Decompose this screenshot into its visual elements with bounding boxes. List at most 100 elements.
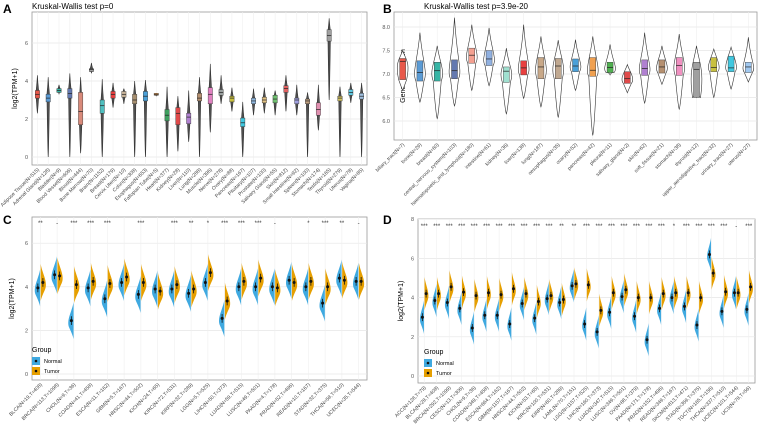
box (589, 57, 596, 77)
significance-label: *** (521, 224, 529, 230)
median-point (69, 319, 73, 323)
median-point (354, 279, 358, 283)
significance-label: *** (533, 224, 541, 230)
significance-label: *** (70, 221, 78, 227)
significance-label: - (56, 221, 58, 227)
y-tick-label: 6.0 (382, 119, 390, 125)
median-point (670, 296, 674, 300)
y-tick-label: 0 (25, 372, 28, 378)
box (416, 60, 424, 82)
median-point (732, 291, 736, 295)
significance-label: *** (255, 221, 263, 227)
box (294, 97, 300, 104)
box (197, 93, 202, 102)
median-point (711, 271, 715, 275)
median-point (136, 292, 140, 296)
median-point (175, 283, 179, 287)
y-tick-label: 6 (411, 256, 414, 262)
median-point (158, 289, 162, 293)
panel-letter-d: D (383, 213, 392, 227)
median-point (558, 301, 562, 304)
significance-label: *** (421, 224, 429, 230)
box (283, 85, 289, 93)
box (745, 62, 752, 73)
significance-label: *** (471, 224, 479, 230)
significance-label: *** (458, 224, 466, 230)
box (710, 57, 717, 72)
median-point (749, 285, 753, 289)
significance-label: * (207, 221, 210, 227)
legend-label: Tumor (436, 371, 452, 377)
median-point (686, 291, 690, 295)
legend-point (34, 369, 38, 373)
y-tick-label: 6 (25, 241, 28, 247)
median-point (520, 301, 524, 305)
significance-label: ** (189, 221, 194, 227)
median-point (574, 282, 578, 286)
median-point (724, 290, 728, 294)
y-tick-label: 0 (411, 374, 414, 380)
median-point (120, 280, 124, 284)
y-tick-label: 8 (411, 217, 414, 223)
median-point (699, 296, 703, 300)
panel-b: 6.06.57.07.58.0biliary_tract(N=7)bone(N=… (375, 11, 758, 207)
y-tick-label: 8.0 (382, 25, 390, 31)
plot-area (31, 216, 368, 381)
median-point (125, 275, 129, 279)
box (78, 92, 84, 125)
median-point (337, 276, 341, 280)
significance-label: *** (104, 221, 112, 227)
median-point (433, 299, 437, 303)
median-point (103, 297, 107, 301)
median-point (736, 291, 740, 295)
y-tick-label: 4 (25, 285, 28, 291)
median-point (549, 294, 553, 298)
median-point (254, 285, 258, 289)
median-point (674, 291, 678, 295)
legend: Group Normal Tumor (32, 347, 62, 375)
y-tick-label: 7.0 (382, 72, 390, 78)
median-point (237, 285, 241, 289)
significance-label: *** (322, 221, 330, 227)
median-point (242, 279, 246, 283)
median-point (36, 286, 40, 290)
median-point (658, 306, 662, 310)
significance-label: ** (559, 224, 564, 230)
significance-label: - (735, 224, 737, 230)
box (175, 107, 181, 125)
significance-label: *** (683, 224, 691, 230)
median-point (608, 310, 612, 314)
significance-label: *** (87, 221, 95, 227)
significance-label: *** (745, 224, 753, 230)
median-point (611, 291, 615, 295)
median-point (536, 300, 540, 304)
y-tick-label: 4 (25, 79, 28, 85)
significance-label: *** (658, 224, 666, 230)
significance-label: ** (38, 221, 43, 227)
significance-label: *** (695, 224, 703, 230)
median-point (682, 304, 686, 308)
significance-label: *** (446, 224, 454, 230)
median-point (645, 338, 649, 342)
median-point (141, 280, 145, 284)
significance-label: * (307, 221, 310, 227)
median-point (192, 287, 196, 291)
significance-label: *** (483, 224, 491, 230)
median-point (561, 298, 565, 302)
median-point (220, 316, 224, 320)
box (207, 87, 213, 105)
legend-title: Group (32, 347, 52, 354)
significance-label: - (358, 221, 360, 227)
median-point (259, 276, 263, 280)
median-point (208, 271, 212, 275)
box (110, 91, 116, 99)
y-tick-label: 6 (25, 41, 28, 47)
median-point (359, 279, 363, 283)
y-tick-label: 0 (25, 155, 28, 161)
median-point (292, 280, 296, 284)
median-point (53, 273, 57, 277)
median-point (321, 301, 325, 305)
median-point (599, 308, 603, 312)
box (641, 59, 648, 76)
